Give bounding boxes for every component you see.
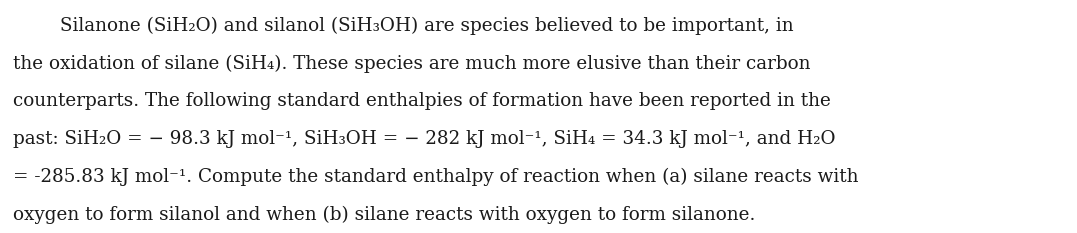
Text: = -285.83 kJ mol⁻¹. Compute the standard enthalpy of reaction when (a) silane re: = -285.83 kJ mol⁻¹. Compute the standard… [13,168,858,186]
Text: the oxidation of silane (SiH₄). These species are much more elusive than their c: the oxidation of silane (SiH₄). These sp… [13,54,810,72]
Text: past: SiH₂O = − 98.3 kJ mol⁻¹, SiH₃OH = − 282 kJ mol⁻¹, SiH₄ = 34.3 kJ mol⁻¹, an: past: SiH₂O = − 98.3 kJ mol⁻¹, SiH₃OH = … [13,130,836,148]
Text: counterparts. The following standard enthalpies of formation have been reported : counterparts. The following standard ent… [13,92,830,110]
Text: Silanone (SiH₂O) and silanol (SiH₃OH) are species believed to be important, in: Silanone (SiH₂O) and silanol (SiH₃OH) ar… [13,16,794,34]
Text: oxygen to form silanol and when (b) silane reacts with oxygen to form silanone.: oxygen to form silanol and when (b) sila… [13,206,755,224]
